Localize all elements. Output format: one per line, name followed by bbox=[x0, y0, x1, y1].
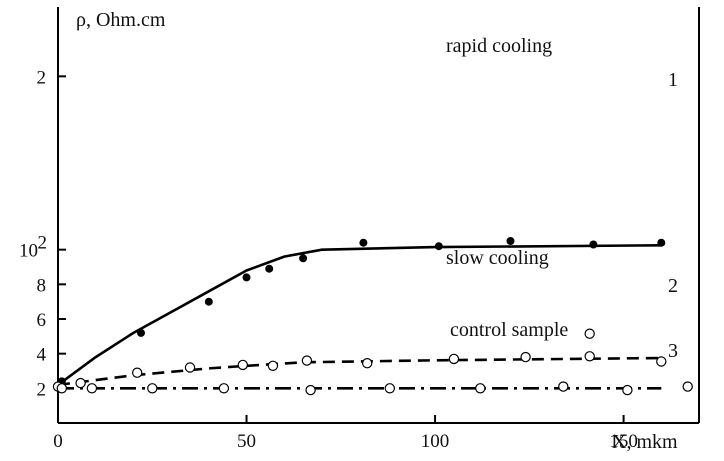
data-points bbox=[52, 237, 693, 396]
data-point-s3-0 bbox=[56, 383, 68, 394]
data-point-s2-3 bbox=[184, 362, 196, 373]
x-tick-label-0: 0 bbox=[53, 431, 63, 452]
data-point-s3-9 bbox=[682, 381, 693, 392]
data-point-s3-7 bbox=[558, 381, 569, 392]
data-point-s1-8 bbox=[506, 237, 515, 246]
data-point-s2-4 bbox=[237, 359, 248, 371]
y-tick-label-200: 2 bbox=[37, 67, 47, 88]
y-tick-label-40: 4 bbox=[37, 345, 47, 366]
y-axis-label: ρ, Ohm.cm bbox=[76, 9, 166, 31]
data-point-s2-11 bbox=[584, 351, 595, 362]
x-tick-label-150: 150 bbox=[609, 431, 638, 452]
series-label-rapid-cooling: rapid cooling bbox=[446, 35, 552, 57]
series-line-2 bbox=[57, 356, 662, 387]
data-point-s3-5 bbox=[384, 383, 395, 394]
data-point-s1-10 bbox=[657, 238, 666, 247]
data-point-s2-6 bbox=[301, 355, 313, 366]
data-point-s2-9 bbox=[520, 351, 531, 363]
series-number-3: 3 bbox=[668, 340, 678, 362]
data-point-s2-2 bbox=[131, 367, 143, 378]
data-point-s2-7 bbox=[362, 358, 373, 369]
data-point-s2-12 bbox=[656, 356, 667, 367]
data-point-s1-7 bbox=[434, 242, 443, 251]
data-point-s2-8 bbox=[448, 353, 460, 365]
data-point-s1-2 bbox=[204, 297, 213, 306]
series-label-slow-cooling: slow cooling bbox=[446, 247, 549, 269]
data-point-s3-1 bbox=[86, 383, 98, 394]
y-tick-label-20: 2 bbox=[37, 379, 47, 400]
data-point-s1-6 bbox=[359, 238, 368, 247]
data-point-s1-1 bbox=[137, 328, 146, 337]
data-point-s2-1 bbox=[75, 377, 86, 389]
data-point-s3-8 bbox=[622, 384, 633, 396]
data-point-s1-5 bbox=[299, 254, 308, 263]
data-point-s1-3 bbox=[242, 273, 251, 282]
x-axis-label: X, mkm bbox=[612, 431, 678, 453]
data-point-s2-5 bbox=[267, 360, 279, 371]
data-point-s2-10 bbox=[584, 328, 595, 339]
data-point-s3-2 bbox=[147, 383, 158, 394]
data-point-s3-4 bbox=[305, 384, 316, 396]
y-tick-exponent: 2 bbox=[38, 233, 48, 254]
data-point-s1-9 bbox=[589, 240, 598, 249]
series-line-1 bbox=[57, 244, 662, 386]
data-point-s3-6 bbox=[475, 383, 486, 394]
x-tick-label-50: 50 bbox=[237, 431, 256, 452]
curves bbox=[57, 244, 662, 390]
series-number-2: 2 bbox=[668, 275, 678, 297]
x-tick-label-100: 100 bbox=[421, 431, 450, 452]
series-label-control-sample: control sample bbox=[450, 319, 568, 341]
y-tick-label-100: 10 bbox=[19, 241, 38, 262]
axes bbox=[57, 7, 700, 424]
data-point-s3-3 bbox=[218, 383, 230, 394]
y-tick-label-80: 8 bbox=[37, 275, 47, 296]
y-tick-label-60: 6 bbox=[37, 310, 47, 331]
series-number-1: 1 bbox=[668, 69, 678, 91]
data-point-s1-4 bbox=[265, 264, 274, 273]
